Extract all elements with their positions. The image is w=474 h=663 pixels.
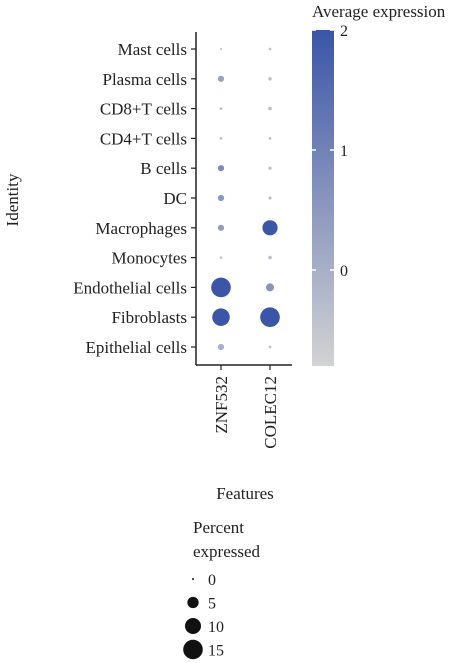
color-legend-ticks: 2 1 0 [312, 23, 348, 280]
y-tick-label-dc: DC [163, 189, 187, 208]
y-tick-label-plasma-cells: Plasma cells [102, 70, 187, 89]
dot-cd4-t-cells-znf532 [219, 137, 223, 140]
dot-group [211, 47, 280, 351]
x-axis-title: Features [216, 484, 274, 503]
y-tick-label-cd4-t-cells: CD4+T cells [100, 129, 187, 148]
y-tick-label-macrophages: Macrophages [95, 219, 187, 238]
colorbar-tick-label: 2 [340, 23, 348, 40]
dot-mast-cells-colec12 [268, 47, 272, 51]
y-tick-label-b-cells: B cells [140, 159, 187, 178]
dot-cd8-t-cells-colec12 [268, 106, 272, 111]
dot-macrophages-colec12 [262, 220, 278, 236]
y-tick-label-mast-cells: Mast cells [118, 40, 187, 59]
size-legend-dot [187, 596, 199, 609]
y-tick-label-monocytes: Monocytes [111, 249, 187, 268]
dot-monocytes-colec12 [268, 255, 272, 260]
y-axis-title: Identity [3, 173, 22, 226]
size-legend-dot [183, 639, 203, 660]
dot-monocytes-znf532 [219, 256, 223, 259]
dot-endothelial-cells-colec12 [266, 283, 274, 292]
dot-plasma-cells-znf532 [217, 75, 225, 82]
dot-epithelial-cells-colec12 [268, 345, 272, 349]
dot-plasma-cells-colec12 [268, 77, 272, 81]
y-tick-label-epithelial-cells: Epithelial cells [86, 338, 188, 357]
dot-dc-colec12 [268, 196, 272, 200]
dot-b-cells-colec12 [268, 166, 272, 170]
size-legend-items: 0 5 10 15 [183, 572, 224, 660]
size-legend-dot [192, 578, 194, 580]
colorbar-tick-label: 1 [340, 143, 348, 160]
dot-mast-cells-znf532 [219, 47, 223, 51]
y-tick-label-cd8-t-cells: CD8+T cells [100, 100, 187, 119]
color-legend-bar [312, 30, 334, 366]
size-legend-label: 15 [208, 643, 224, 660]
color-legend-title: Average expression [312, 2, 446, 21]
x-tick-label-znf532: ZNF532 [212, 376, 231, 434]
dot-cd4-t-cells-colec12 [268, 137, 272, 140]
size-legend-title-line1: Percent [193, 518, 244, 537]
dot-cd8-t-cells-znf532 [219, 107, 223, 110]
size-legend-label: 5 [208, 596, 216, 613]
dot-fibroblasts-znf532 [212, 308, 230, 326]
x-tick-label-colec12: COLEC12 [261, 376, 280, 449]
size-legend-dot [185, 618, 201, 634]
dot-fibroblasts-colec12 [260, 307, 280, 328]
y-tick-group: Mast cells Plasma cells CD8+T cells CD4+T c… [73, 40, 196, 357]
dot-dc-znf532 [217, 194, 225, 202]
y-tick-label-fibroblasts: Fibroblasts [111, 308, 187, 327]
dot-epithelial-cells-znf532 [217, 343, 225, 351]
dot-endothelial-cells-znf532 [211, 277, 231, 298]
size-legend-label: 10 [208, 619, 224, 636]
dot-macrophages-znf532 [217, 224, 225, 231]
x-tick-group: ZNF532 COLEC12 [212, 365, 280, 449]
size-legend-label: 0 [208, 572, 216, 589]
y-tick-label-endothelial-cells: Endothelial cells [73, 278, 187, 297]
colorbar-tick-label: 0 [340, 263, 348, 280]
dot-b-cells-znf532 [217, 165, 225, 172]
size-legend-title-line2: expressed [193, 542, 261, 561]
